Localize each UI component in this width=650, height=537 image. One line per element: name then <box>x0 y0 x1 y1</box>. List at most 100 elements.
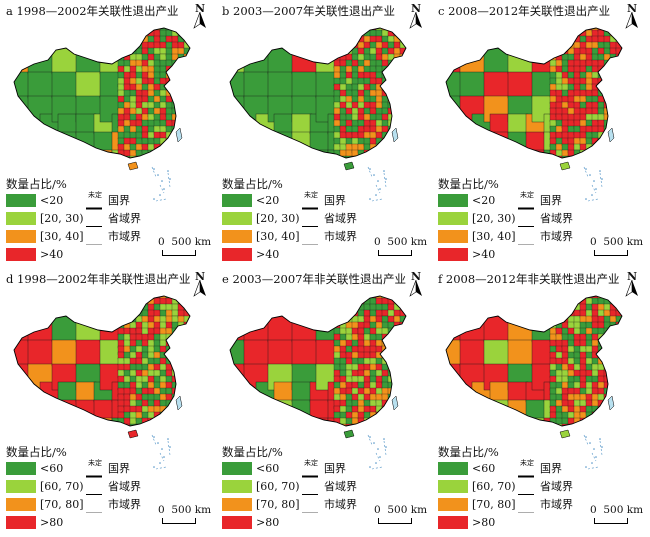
map-region <box>615 29 622 37</box>
map-region <box>328 168 348 174</box>
map-region <box>351 28 360 33</box>
map-region <box>399 149 406 158</box>
map-region <box>418 424 426 432</box>
map-region <box>424 418 428 425</box>
legend-swatch <box>6 248 36 261</box>
map-region <box>615 345 622 354</box>
nine-dash-line <box>583 166 603 202</box>
choropleth-map <box>445 295 644 442</box>
island-dot <box>383 170 385 172</box>
map-region <box>424 316 428 325</box>
map-region <box>640 328 644 334</box>
map-region <box>567 423 576 426</box>
map-region <box>424 72 428 79</box>
map-region <box>616 168 624 174</box>
north-label: N <box>195 2 206 15</box>
map-region <box>208 424 212 432</box>
map-region <box>387 351 396 359</box>
map-region <box>634 114 640 121</box>
map-region <box>405 77 406 85</box>
map-region <box>141 423 151 426</box>
map-region <box>628 42 636 49</box>
legend-label: >40 <box>256 248 280 261</box>
map-region <box>412 78 418 84</box>
map-region <box>507 296 535 319</box>
nine-dash-line <box>367 434 387 470</box>
boundary-label: 省域界 <box>324 212 357 225</box>
boundary-label: 市域界 <box>324 498 357 511</box>
map-region <box>117 29 125 37</box>
map-region <box>202 102 211 110</box>
map-region <box>171 83 179 92</box>
map-region <box>490 168 510 174</box>
map-region <box>579 423 587 426</box>
map-region <box>573 399 581 407</box>
map-region <box>634 90 641 97</box>
map-region <box>418 162 425 170</box>
nine-dash-line <box>151 434 171 470</box>
map-region <box>621 399 622 408</box>
map-region <box>507 417 529 426</box>
map-region <box>609 119 617 129</box>
map-region <box>202 150 210 156</box>
map-region <box>208 400 212 408</box>
map-region <box>189 339 190 347</box>
map-region <box>621 137 622 147</box>
map-region <box>628 162 634 170</box>
map-region <box>184 168 191 174</box>
map-region <box>387 65 396 75</box>
map-region <box>177 101 186 111</box>
map-region <box>418 334 427 340</box>
map-region <box>418 48 424 55</box>
map-region <box>412 168 420 174</box>
legend-label: [20, 30) <box>40 212 84 225</box>
map-region <box>196 132 203 140</box>
map-region <box>381 417 389 425</box>
map-region <box>363 155 373 158</box>
map-region <box>208 48 212 56</box>
map-region <box>202 322 210 329</box>
map-region <box>412 340 419 346</box>
map-region <box>333 29 343 37</box>
map-region <box>561 35 570 44</box>
map-region <box>393 375 403 384</box>
map-region <box>634 120 641 128</box>
map-region <box>585 417 593 426</box>
map-region <box>640 394 644 401</box>
map-region <box>628 322 635 329</box>
map-region <box>615 59 622 67</box>
north-label: N <box>411 270 422 283</box>
map-region <box>634 352 642 359</box>
map-region <box>412 24 419 33</box>
legend-item: >40 <box>6 248 116 262</box>
map-region <box>387 149 397 158</box>
map-region <box>405 423 406 426</box>
map-region <box>615 297 622 307</box>
map-region <box>339 41 347 51</box>
map-region <box>418 322 427 328</box>
map-region <box>424 78 428 85</box>
island-dot <box>369 168 371 170</box>
map-region <box>399 65 406 75</box>
map-region <box>171 351 180 359</box>
map-region <box>616 436 623 442</box>
island-dot <box>593 180 595 182</box>
map-region <box>591 321 599 329</box>
map-region <box>412 328 420 334</box>
map-region <box>129 29 140 38</box>
island-dot <box>379 188 381 190</box>
map-region <box>387 357 397 365</box>
map-region <box>621 143 622 151</box>
taiwan-island <box>175 127 183 143</box>
map-region <box>615 411 622 421</box>
map-region <box>628 24 634 30</box>
map-region <box>399 125 406 134</box>
map-region <box>412 90 419 99</box>
map-region <box>405 155 406 158</box>
map-region <box>585 149 595 157</box>
map-region <box>634 430 642 439</box>
map-region <box>333 297 342 307</box>
map-region <box>345 29 355 37</box>
map-region <box>412 430 420 437</box>
map-region <box>609 363 617 373</box>
